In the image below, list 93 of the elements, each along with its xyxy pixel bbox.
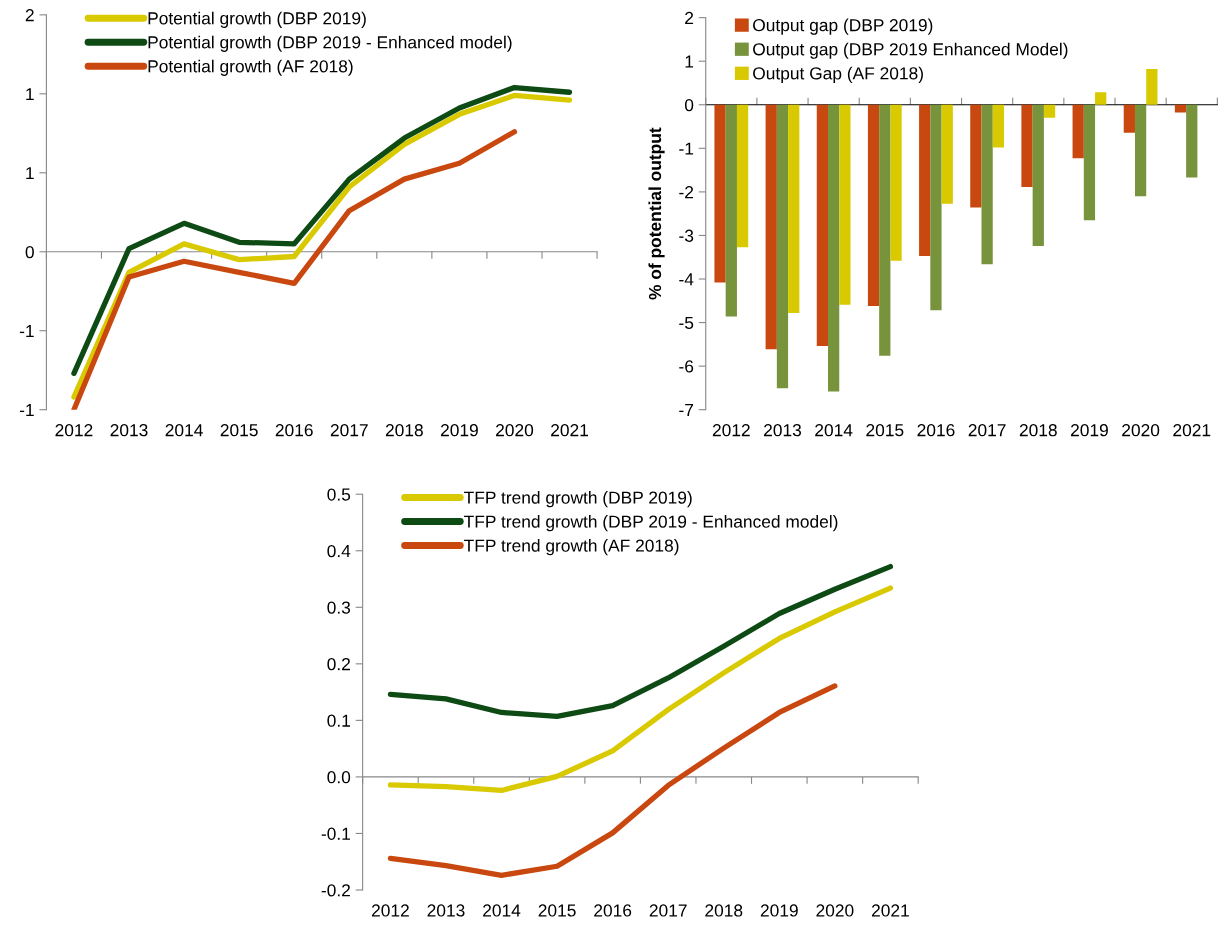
- x-tick-label: 2019: [1071, 424, 1108, 437]
- legend-label: Output gap (DBP 2019 Enhanced Model): [753, 42, 1068, 59]
- bar: [981, 104, 993, 265]
- bar: [879, 104, 891, 356]
- x-tick-label: 2014: [483, 904, 521, 917]
- y-tick-label: -4: [679, 273, 694, 286]
- x-tick-label: 2015: [538, 904, 576, 917]
- x-tick-label: 2020: [816, 904, 854, 917]
- y-tick-label: -0.2: [321, 884, 350, 897]
- bar: [725, 104, 737, 317]
- x-tick-label: 2021: [1173, 424, 1211, 437]
- legend-label: Potential growth (DBP 2019): [148, 11, 366, 28]
- x-tick-label: 2013: [764, 424, 802, 437]
- bar: [1032, 104, 1044, 246]
- bar: [867, 104, 880, 307]
- legend-label: TFP trend growth (DBP 2019): [464, 491, 692, 508]
- bar: [1043, 104, 1056, 118]
- x-tick-label: 2021: [871, 904, 909, 917]
- bar: [970, 104, 982, 208]
- x-tick-label: 2020: [1122, 424, 1160, 437]
- x-tick-label: 2012: [371, 904, 409, 917]
- bar: [919, 104, 931, 256]
- x-tick-label: 2014: [165, 424, 203, 437]
- y-tick-label: 0.4: [327, 544, 351, 558]
- bar: [816, 104, 829, 347]
- x-tick-label: 2016: [275, 424, 313, 437]
- y-tick-label: 1: [685, 55, 694, 68]
- bar: [1095, 92, 1107, 105]
- bar: [788, 104, 800, 313]
- x-tick-label: 2018: [385, 424, 423, 437]
- y-tick-label: -1: [679, 142, 694, 155]
- bar: [941, 104, 953, 204]
- x-tick-label: 2012: [712, 424, 750, 437]
- x-tick-label: 2015: [866, 424, 904, 437]
- x-tick-label: 2016: [917, 424, 955, 437]
- y-tick-label: 1: [26, 88, 34, 101]
- bar: [890, 104, 902, 261]
- y-tick-label: 0.1: [327, 714, 350, 727]
- y-tick-label: 2: [685, 11, 694, 24]
- y-tick-label: -1: [19, 325, 34, 338]
- bar: [1072, 104, 1084, 159]
- bar: [736, 104, 749, 248]
- bar: [1174, 104, 1187, 113]
- y-tick-label: 0.5: [327, 488, 351, 501]
- y-tick-label: -3: [679, 229, 694, 242]
- y-tick-label: -7: [679, 404, 694, 416]
- bar: [1186, 104, 1198, 178]
- y-tick-label: 2: [25, 9, 34, 22]
- x-tick-label: 2018: [705, 904, 743, 917]
- y-tick-label: 0.0: [327, 771, 351, 784]
- bar: [1021, 104, 1033, 188]
- bar: [992, 104, 1004, 148]
- legend-label: Potential growth (AF 2018): [148, 59, 353, 76]
- x-tick-label: 2017: [330, 424, 368, 437]
- x-tick-label: 2013: [110, 424, 148, 437]
- x-tick-label: 2016: [594, 904, 632, 917]
- x-tick-label: 2017: [968, 424, 1006, 437]
- x-tick-label: 2021: [551, 424, 588, 437]
- bar: [1146, 69, 1158, 105]
- bar: [828, 104, 840, 392]
- x-tick-label: 2017: [649, 904, 687, 917]
- bar: [839, 104, 851, 305]
- bar: [1083, 104, 1096, 221]
- bar: [776, 104, 789, 389]
- legend-label: Output Gap (AF 2018): [753, 66, 923, 83]
- x-tick-label: 2012: [55, 424, 93, 437]
- bar: [714, 104, 726, 283]
- x-tick-label: 2018: [1019, 424, 1057, 437]
- x-tick-label: 2015: [220, 424, 258, 437]
- legend-label: TFP trend growth (DBP 2019 - Enhanced model): [464, 515, 838, 532]
- legend-label: Potential growth (DBP 2019 - Enhanced model): [148, 35, 512, 52]
- y-tick-label: -0.1: [321, 827, 350, 840]
- legend-label: Output gap (DBP 2019): [753, 18, 933, 35]
- bar: [1134, 104, 1147, 197]
- y-tick-label: 0: [684, 98, 694, 112]
- y-tick-label: -1: [19, 404, 34, 416]
- x-tick-label: 2019: [760, 904, 798, 917]
- bar: [930, 104, 942, 311]
- y-tick-label: 0.2: [327, 658, 350, 671]
- y-tick-label: -6: [679, 360, 694, 373]
- y-tick-label: 0: [25, 245, 34, 259]
- bar: [1123, 104, 1135, 133]
- y-tick-label: -5: [679, 316, 694, 330]
- x-tick-label: 2019: [440, 424, 478, 437]
- x-tick-label: 2020: [496, 424, 534, 437]
- x-tick-label: 2013: [427, 904, 465, 917]
- bar: [765, 104, 777, 350]
- legend-label: TFP trend growth (AF 2018): [464, 539, 679, 556]
- y-tick-label: 1: [26, 167, 34, 180]
- x-tick-label: 2014: [815, 424, 853, 437]
- y-tick-label: -2: [679, 186, 694, 199]
- y-tick-label: 0.3: [327, 601, 351, 614]
- y-axis-title: % of potential output: [648, 127, 665, 300]
